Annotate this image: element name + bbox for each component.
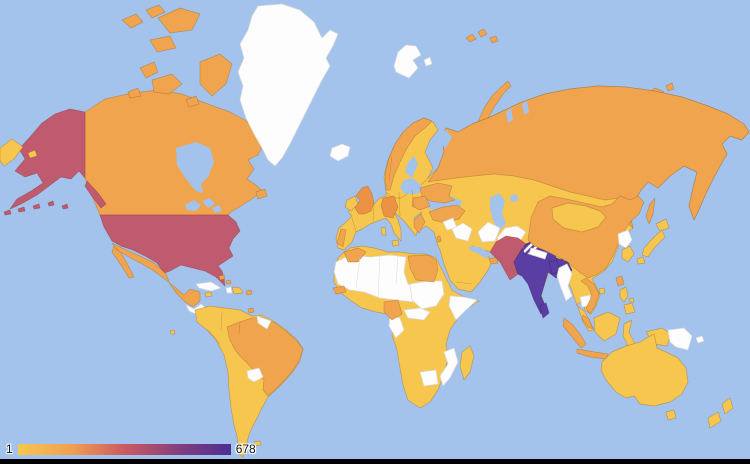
region-chukotka[interactable] xyxy=(0,138,38,167)
region-haiti[interactable] xyxy=(225,286,233,294)
baltic-sea xyxy=(400,156,426,194)
region-vietnam[interactable] xyxy=(580,277,600,315)
white-sea xyxy=(437,130,452,148)
region-portugal[interactable] xyxy=(336,228,347,248)
region-japan[interactable] xyxy=(636,218,670,265)
region-mongolia[interactable] xyxy=(551,202,607,233)
region-sardinia[interactable] xyxy=(380,226,387,236)
color-axis-legend: 1 678 xyxy=(6,443,256,455)
region-new-zealand-south[interactable] xyxy=(707,411,722,429)
region-jamaica[interactable] xyxy=(204,291,213,298)
region-uae[interactable] xyxy=(488,256,499,265)
region-new-zealand-north[interactable] xyxy=(721,397,734,415)
region-nigeria[interactable] xyxy=(383,299,403,321)
region-australia[interactable] xyxy=(600,333,689,407)
region-greece[interactable] xyxy=(413,213,426,234)
region-egypt[interactable] xyxy=(407,254,439,283)
region-cuba[interactable] xyxy=(195,281,222,292)
ob-gulf xyxy=(506,101,529,123)
region-taiwan[interactable] xyxy=(615,275,625,287)
region-mexico[interactable] xyxy=(111,242,201,308)
region-senegal[interactable] xyxy=(332,285,347,295)
region-madagascar[interactable] xyxy=(459,345,475,381)
region-franz-josef-land[interactable] xyxy=(465,28,499,44)
region-sicily[interactable] xyxy=(391,239,400,247)
region-sakhalin[interactable] xyxy=(645,197,656,225)
aral-sea xyxy=(510,194,518,202)
region-galapagos[interactable] xyxy=(169,329,176,335)
region-philippines[interactable] xyxy=(619,286,636,315)
legend-max-label: 678 xyxy=(235,442,256,456)
region-iraq[interactable] xyxy=(451,222,473,242)
region-myanmar[interactable] xyxy=(556,263,573,302)
region-botswana[interactable] xyxy=(419,369,439,387)
region-united-states[interactable] xyxy=(99,214,241,287)
region-central-african-republic[interactable] xyxy=(403,307,431,321)
region-north-korea[interactable] xyxy=(617,229,633,249)
region-ireland[interactable] xyxy=(344,195,359,212)
region-newfoundland[interactable] xyxy=(255,188,268,200)
region-alaska-panhandle[interactable] xyxy=(84,180,107,209)
bottom-black-bar xyxy=(0,459,750,464)
region-bahamas[interactable] xyxy=(218,274,232,285)
region-trinidad[interactable] xyxy=(247,307,255,314)
region-guianas[interactable] xyxy=(256,315,272,330)
region-romania[interactable] xyxy=(411,195,431,211)
country-borders-nodata xyxy=(355,255,399,298)
region-south-korea[interactable] xyxy=(621,245,635,263)
region-congo-gabon[interactable] xyxy=(388,315,405,339)
region-united-kingdom[interactable] xyxy=(354,185,375,215)
region-morocco[interactable] xyxy=(343,247,367,263)
region-mozambique[interactable] xyxy=(439,347,459,387)
region-tasmania[interactable] xyxy=(665,409,677,421)
region-brazil[interactable] xyxy=(226,316,304,397)
region-greenland[interactable] xyxy=(237,3,339,167)
region-somalia[interactable] xyxy=(448,295,478,321)
region-nepal[interactable] xyxy=(528,247,548,260)
region-svalbard[interactable] xyxy=(393,44,433,79)
region-dominican-republic[interactable] xyxy=(231,286,244,295)
region-sri-lanka[interactable] xyxy=(539,302,550,319)
region-aleutian-islands[interactable] xyxy=(3,200,69,216)
region-paraguay[interactable] xyxy=(246,367,264,383)
region-puerto-rico[interactable] xyxy=(245,289,253,296)
region-alaska[interactable] xyxy=(9,108,86,210)
region-turkey[interactable] xyxy=(428,204,466,224)
region-papua-new-guinea[interactable] xyxy=(667,327,705,351)
region-norway[interactable] xyxy=(384,117,433,191)
region-germany[interactable] xyxy=(380,195,399,219)
legend-min-label: 1 xyxy=(6,442,13,456)
region-hainan[interactable] xyxy=(598,287,606,295)
region-borneo[interactable] xyxy=(593,311,621,342)
hudson-bay xyxy=(176,142,214,193)
region-sumatra[interactable] xyxy=(562,317,587,349)
region-iceland[interactable] xyxy=(329,143,351,162)
caspian-sea xyxy=(490,193,506,231)
region-turkmenistan[interactable] xyxy=(477,221,501,243)
legend-gradient-bar[interactable] xyxy=(17,443,231,455)
region-israel[interactable] xyxy=(436,235,442,243)
region-canada-arctic-islands[interactable] xyxy=(121,4,233,108)
great-lakes xyxy=(185,198,222,213)
country-borders xyxy=(207,155,473,345)
persian-gulf xyxy=(469,246,489,259)
region-falkland-islands[interactable] xyxy=(253,440,262,447)
